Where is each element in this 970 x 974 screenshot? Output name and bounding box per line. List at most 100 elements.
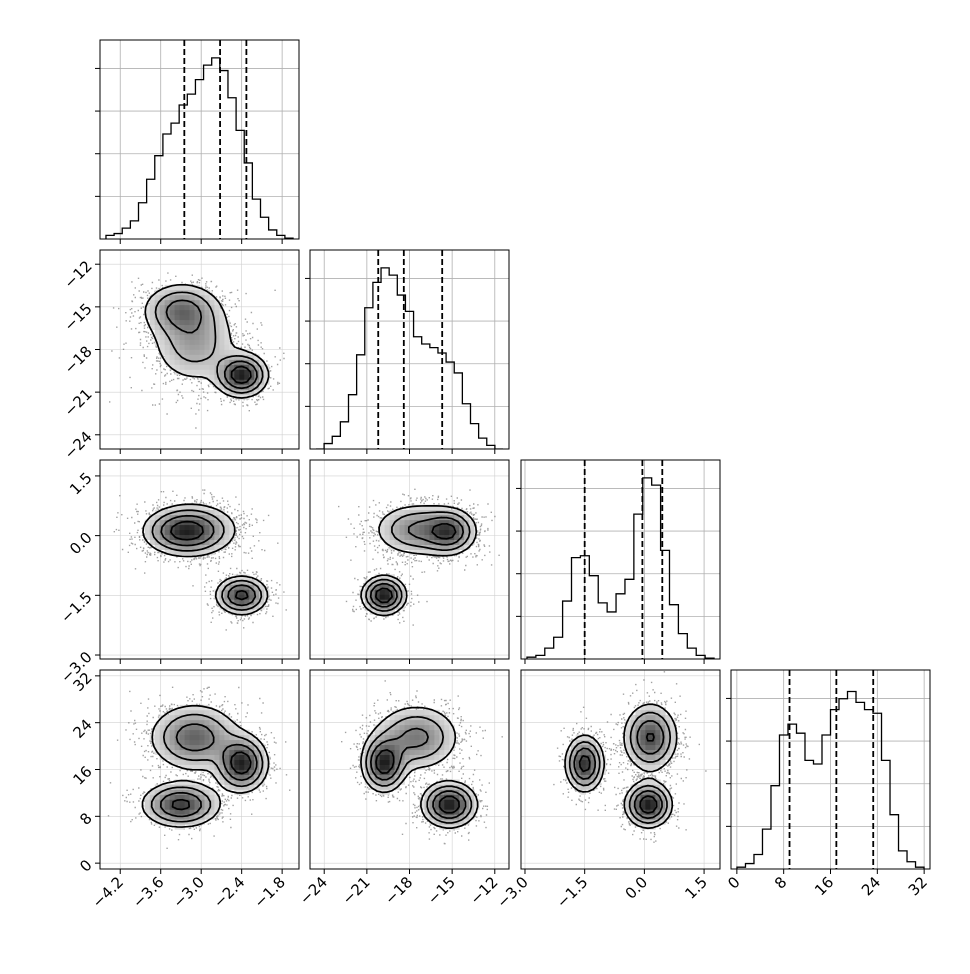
density-cell bbox=[399, 599, 405, 605]
density-cell bbox=[229, 344, 235, 350]
density-cell bbox=[364, 774, 371, 780]
density-cell bbox=[665, 749, 671, 755]
density-cell bbox=[394, 769, 400, 775]
density-cell bbox=[149, 809, 156, 815]
density-cell bbox=[439, 529, 445, 536]
density-cell bbox=[429, 749, 435, 755]
density-cell bbox=[239, 729, 245, 736]
density-cell bbox=[184, 309, 190, 316]
density-cell bbox=[374, 584, 381, 590]
density-cell bbox=[439, 794, 445, 800]
density-cell bbox=[209, 514, 215, 521]
density-cell bbox=[209, 329, 215, 335]
hist-panel-2 bbox=[305, 249, 510, 454]
density-cell bbox=[379, 534, 386, 541]
density-cell bbox=[384, 579, 391, 585]
density-cell bbox=[189, 744, 195, 751]
density-cell bbox=[154, 729, 161, 736]
density-cell bbox=[374, 599, 381, 605]
density-cell bbox=[219, 759, 225, 765]
density-cell bbox=[209, 544, 215, 550]
density-cell bbox=[414, 514, 420, 521]
x-tick-label: −24 bbox=[296, 873, 331, 908]
density-cell bbox=[449, 744, 455, 751]
density-cell bbox=[660, 784, 666, 790]
density-cell bbox=[585, 784, 592, 790]
density-cell bbox=[164, 349, 171, 355]
density-cell bbox=[414, 504, 420, 511]
density-cell bbox=[660, 809, 666, 815]
density-cell bbox=[169, 344, 176, 350]
density-cell bbox=[194, 509, 200, 516]
density-cell bbox=[144, 309, 151, 316]
density-cell bbox=[184, 334, 190, 340]
density-cell bbox=[209, 794, 215, 800]
density-cell bbox=[194, 504, 200, 511]
density-cell bbox=[209, 789, 215, 795]
density-cell bbox=[154, 739, 161, 746]
density-cell bbox=[254, 604, 260, 610]
y-tick-label: 0 bbox=[76, 856, 95, 875]
density-cell bbox=[625, 719, 631, 726]
density-cell bbox=[414, 724, 420, 731]
density-cell bbox=[189, 324, 195, 331]
density-cell bbox=[199, 319, 205, 326]
density-cell bbox=[254, 774, 260, 780]
density-cell bbox=[179, 544, 185, 550]
density-cell bbox=[154, 329, 161, 335]
density-cell bbox=[204, 504, 210, 511]
density-cell bbox=[199, 364, 205, 370]
density-cell bbox=[169, 514, 176, 521]
density-cell bbox=[409, 729, 415, 736]
density-cell bbox=[219, 369, 225, 375]
density-cell bbox=[174, 709, 181, 716]
density-cell bbox=[209, 754, 215, 760]
density-cell bbox=[184, 804, 190, 810]
density-cell bbox=[640, 739, 646, 746]
density-cell bbox=[244, 374, 250, 380]
density-cell bbox=[449, 544, 455, 550]
density-cell bbox=[249, 734, 255, 741]
density-cell bbox=[154, 534, 161, 541]
density-cell bbox=[204, 364, 210, 370]
density-cell bbox=[424, 809, 430, 815]
density-cell bbox=[239, 384, 245, 390]
density-cell bbox=[164, 819, 171, 825]
density-cell bbox=[184, 709, 190, 716]
density-cell bbox=[404, 749, 410, 755]
density-cell bbox=[660, 804, 666, 810]
density-cell bbox=[219, 319, 225, 326]
density-cell bbox=[399, 519, 405, 526]
density-cell bbox=[229, 529, 235, 536]
density-cell bbox=[219, 514, 225, 521]
density-cell bbox=[359, 754, 366, 760]
density-cell bbox=[189, 539, 195, 545]
density-cell bbox=[379, 524, 386, 531]
density-cell bbox=[229, 734, 235, 741]
density-cell bbox=[650, 719, 656, 726]
density-cell bbox=[169, 349, 176, 355]
density-cell bbox=[224, 339, 230, 345]
x-tick-label: 8 bbox=[771, 873, 790, 892]
density-cell bbox=[149, 304, 156, 311]
density-cell bbox=[194, 549, 200, 555]
density-cell bbox=[179, 294, 185, 301]
density-cell bbox=[154, 524, 161, 531]
density-cell bbox=[454, 514, 460, 521]
density-cell bbox=[439, 539, 445, 545]
density-cell bbox=[184, 779, 190, 785]
density-cell bbox=[384, 589, 391, 595]
density-cell bbox=[374, 759, 381, 765]
density-cell bbox=[174, 344, 181, 350]
density-cell bbox=[449, 724, 455, 731]
contour-level-2 bbox=[154, 291, 264, 394]
density-cell bbox=[439, 549, 445, 555]
density-cell bbox=[154, 544, 161, 550]
density-cell bbox=[199, 339, 205, 345]
density-cell bbox=[214, 724, 220, 731]
density-cell bbox=[469, 529, 475, 536]
density-cell bbox=[179, 799, 185, 805]
density-cell bbox=[414, 509, 420, 516]
density-cell bbox=[635, 784, 641, 790]
